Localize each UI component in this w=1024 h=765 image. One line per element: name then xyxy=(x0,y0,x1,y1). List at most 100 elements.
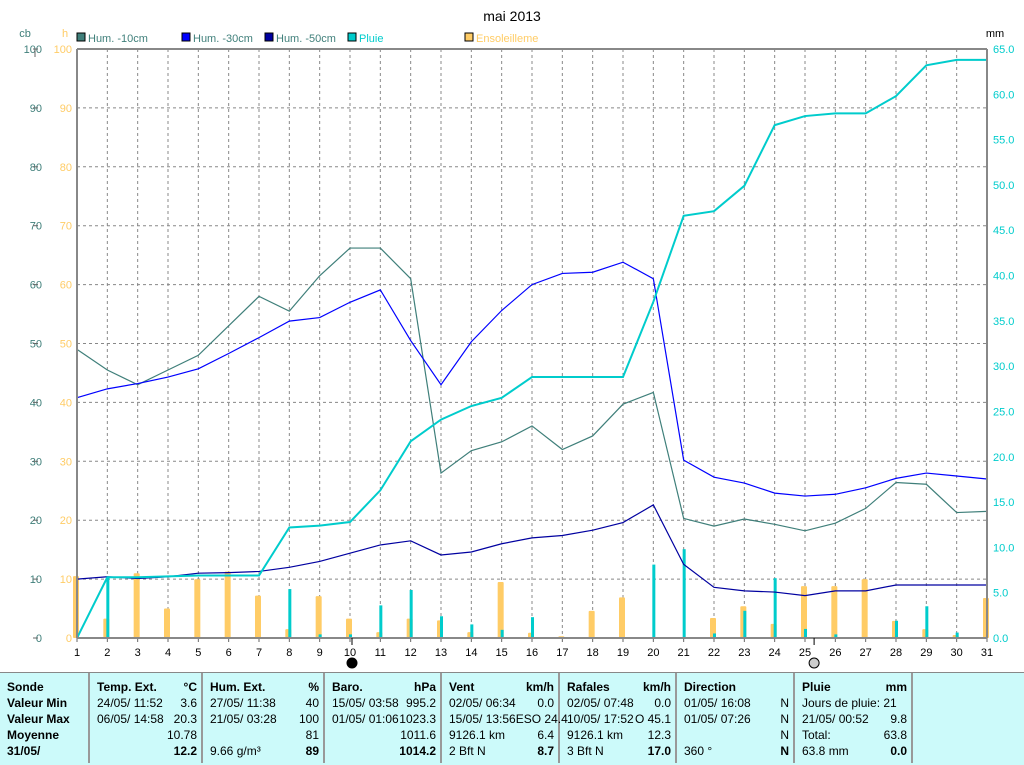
table-row: 01/05/ 07:26 N xyxy=(684,711,789,727)
sunshine-bar xyxy=(710,617,716,638)
x-tick-label: 7 xyxy=(256,647,262,659)
left-axis-unit-cb: cb xyxy=(19,28,31,40)
cell-value: 100 xyxy=(298,712,319,726)
right-tick: 30.0 xyxy=(993,361,1014,373)
left-tick-cb: 40 xyxy=(30,397,42,409)
column-unit: hPa xyxy=(413,680,436,694)
cell-value: 9.8 xyxy=(890,712,907,726)
series-line-hum-10cm xyxy=(76,247,988,532)
left-tick-h: 0 xyxy=(66,633,72,645)
right-tick: 40.0 xyxy=(993,271,1014,283)
right-tick: 65.0 xyxy=(993,44,1014,56)
table-row: 12.2 xyxy=(97,743,197,759)
legend-swatch xyxy=(347,32,357,42)
cell-value: 0.0 xyxy=(890,744,907,758)
left-tick-cb: 30 xyxy=(30,456,42,468)
table-row: 81 xyxy=(210,727,319,743)
table-row: 24/05/ 11:52 3.6 xyxy=(97,695,197,711)
cell-value: 0.0 xyxy=(537,696,554,710)
column-header: Pluie mm xyxy=(802,679,907,695)
right-tick: 5.0 xyxy=(993,588,1008,600)
legend-label: Ensoleilleme xyxy=(476,33,538,45)
x-tick-label: 12 xyxy=(405,647,417,659)
right-tick: 10.0 xyxy=(993,542,1014,554)
cell-label: 06/05/ 14:58 xyxy=(97,712,164,726)
legend-label: Pluie xyxy=(359,33,383,45)
table-row: 21/05/ 00:52 9.8 xyxy=(802,711,907,727)
chart: mai 2013 cb h mm Hum. -10cm Hum. -30cm Hum. -5… xyxy=(19,8,1014,669)
column-baro-: Baro. hPa 15/05/ 03:58 995.2 01/05/ 01:06 102… xyxy=(325,673,442,763)
left-tick-cb: 70 xyxy=(30,221,42,233)
right-tick: 35.0 xyxy=(993,316,1014,328)
cell-label: 21/05/ 03:28 xyxy=(210,712,277,726)
legend-swatch xyxy=(76,32,86,42)
x-tick-label: 10 xyxy=(344,647,356,659)
table-row: 10/05/ 17:52 O 45.1 xyxy=(567,711,671,727)
left-tick-h: 90 xyxy=(60,103,72,115)
right-tick: 20.0 xyxy=(993,452,1014,464)
table-row: 01/05/ 01:06 1023.3 xyxy=(332,711,436,727)
left-tick-cb: 80 xyxy=(30,162,42,174)
x-tick-label: 20 xyxy=(647,647,659,659)
table-row: 06/05/ 14:58 20.3 xyxy=(97,711,197,727)
sunshine-bar xyxy=(619,597,625,638)
table-row: 15/05/ 13:56 ESO 24.4 xyxy=(449,711,568,727)
table-row: 27/05/ 11:38 40 xyxy=(210,695,319,711)
cell-label: 02/05/ 07:48 xyxy=(567,696,634,710)
table-row: N xyxy=(684,727,789,743)
left-tick-cb: 10 xyxy=(30,574,42,586)
rain-bar xyxy=(652,564,656,638)
series-line-hum-50cm xyxy=(76,504,987,597)
column-title: Direction xyxy=(684,680,737,694)
table-row: Jours de pluie: 21 xyxy=(802,695,907,711)
table-row: 1011.6 xyxy=(332,727,436,743)
column-hum-ext-: Hum. Ext.% 27/05/ 11:38 40 21/05/ 03:28 100 8… xyxy=(203,673,325,763)
sunshine-bar xyxy=(255,595,261,638)
new-moon-icon xyxy=(346,657,358,669)
cell-value: N xyxy=(780,696,789,710)
sonde-row-label: Moyenne xyxy=(7,728,60,742)
cell-value: 20.3 xyxy=(173,712,197,726)
rain-bar xyxy=(288,589,292,638)
cell-value: 995.2 xyxy=(405,696,436,710)
table-row: 360 ° N xyxy=(684,743,789,759)
x-tick-label: 29 xyxy=(920,647,932,659)
cell-label: 9126.1 km xyxy=(567,728,624,742)
cell-value: 81 xyxy=(305,728,319,742)
sonde-header: Sonde xyxy=(7,680,44,694)
x-tick-label: 25 xyxy=(799,647,811,659)
column-rafales: Rafales km/h 02/05/ 07:48 0.0 10/05/ 17:52 O … xyxy=(560,673,677,763)
rain-bar xyxy=(531,617,534,638)
right-tick: 60.0 xyxy=(993,89,1014,101)
cell-value: 89 xyxy=(305,744,319,758)
x-tick-label: 6 xyxy=(226,647,232,659)
table-row: 10.78 xyxy=(97,727,197,743)
table-row: 3 Bft N 17.0 xyxy=(567,743,671,759)
rain-bar xyxy=(500,629,504,638)
rain-bar xyxy=(409,589,413,638)
x-tick-label: 26 xyxy=(829,647,841,659)
cell-label: 9.66 g/m³ xyxy=(210,744,261,758)
right-tick: 0.0 xyxy=(993,633,1008,645)
left-tick-h: 40 xyxy=(60,397,72,409)
cell-label: 3 Bft N xyxy=(567,744,604,758)
cell-value: N xyxy=(780,728,789,742)
sunshine-bar xyxy=(801,586,807,638)
cell-label: 01/05/ 16:08 xyxy=(684,696,751,710)
cell-value: 0.0 xyxy=(654,696,671,710)
legend-swatch xyxy=(464,32,474,42)
cell-label: 360 ° xyxy=(684,744,713,758)
x-tick-label: 16 xyxy=(526,647,538,659)
sunshine-bar xyxy=(133,573,140,638)
rain-bar xyxy=(379,605,383,638)
rain-bar xyxy=(895,620,898,638)
x-tick-label: 9 xyxy=(317,647,323,659)
x-tick-label: 27 xyxy=(860,647,872,659)
cell-value: 1023.3 xyxy=(399,712,436,726)
column-unit: km/h xyxy=(525,680,554,694)
cell-label: 10/05/ 17:52 xyxy=(567,712,634,726)
table-row: 15/05/ 03:58 995.2 xyxy=(332,695,436,711)
x-tick-label: 13 xyxy=(435,647,447,659)
column-title: Baro. xyxy=(332,680,363,694)
x-tick-label: 3 xyxy=(135,647,141,659)
